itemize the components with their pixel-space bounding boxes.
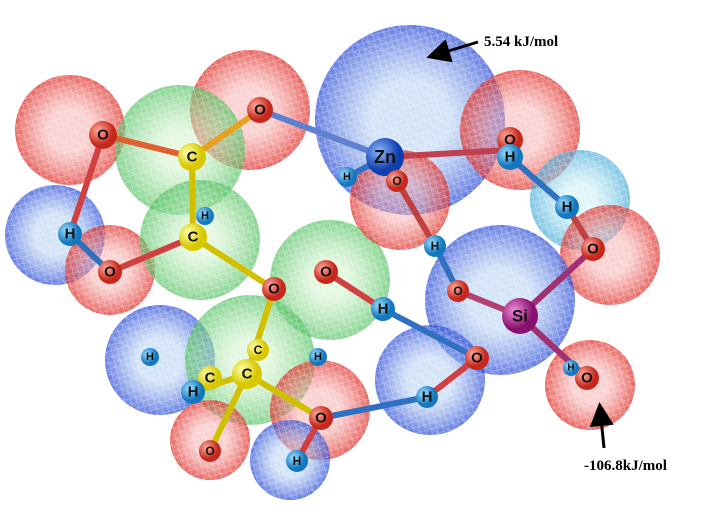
atom: C	[178, 143, 206, 171]
atom: H	[497, 144, 523, 170]
atom: H	[309, 348, 327, 366]
atom: O	[465, 346, 489, 370]
atom: O	[314, 260, 338, 284]
atom: O	[309, 406, 333, 430]
atom-label: O	[254, 102, 266, 119]
annotation-arrow	[589, 402, 614, 449]
atom-label: O	[315, 410, 327, 427]
atom-label: O	[392, 174, 401, 188]
atom: H	[416, 386, 438, 408]
atom: O	[386, 170, 408, 192]
atoms: O C O Zn O H H O O H C H O O H O Si H O …	[58, 97, 605, 472]
atom: H	[563, 360, 579, 376]
atom: O	[575, 366, 599, 390]
atom-label: H	[188, 384, 199, 401]
atom: C	[232, 359, 262, 389]
atom: H	[196, 207, 214, 225]
atom-label: C	[188, 229, 199, 246]
atom-label: C	[187, 149, 198, 166]
atom-label: H	[293, 454, 302, 468]
atom: Si	[502, 298, 538, 334]
atom: H	[424, 235, 446, 257]
atom-label: O	[581, 370, 593, 387]
atom: O	[447, 280, 469, 302]
atom: Zn	[366, 138, 404, 176]
atom-label: C	[205, 370, 216, 387]
atom: C	[247, 339, 269, 361]
atom-label: O	[587, 241, 599, 258]
atom: O	[199, 440, 221, 462]
atom-label: O	[268, 281, 280, 298]
atom: H	[58, 222, 82, 246]
atom: H	[371, 297, 395, 321]
atom: H	[141, 348, 159, 366]
atom-label: H	[431, 239, 440, 253]
atom: O	[581, 237, 605, 261]
atom-label: H	[343, 171, 351, 183]
atom-label: H	[378, 301, 389, 318]
atom-label: H	[422, 389, 433, 406]
atom: O	[89, 121, 117, 149]
atom-label: H	[314, 351, 322, 363]
atom-label: O	[504, 132, 516, 149]
atom-label: O	[104, 264, 116, 281]
atom-label: H	[65, 226, 76, 243]
atom-label: H	[146, 351, 154, 363]
atom: O	[247, 97, 273, 123]
atom-label: Si	[512, 307, 528, 326]
atom-label: O	[205, 444, 214, 458]
atom-label: H	[505, 149, 516, 166]
atom-label: O	[97, 127, 109, 144]
atom: C	[179, 223, 207, 251]
atom-label: O	[320, 264, 332, 281]
atom-label: H	[562, 199, 573, 216]
min-potential-label: -106.8kJ/mol	[584, 458, 667, 474]
atom-label: C	[254, 343, 263, 357]
annotation-arrow	[426, 39, 479, 63]
atom: H	[181, 380, 205, 404]
atom: O	[262, 277, 286, 301]
atom-label: H	[201, 210, 209, 222]
atom: H	[286, 450, 308, 472]
atom: O	[98, 260, 122, 284]
atom: C	[198, 366, 222, 390]
annotations: 5.54 kJ/mol -106.8kJ/mol	[426, 34, 667, 474]
atom-label: O	[453, 284, 462, 298]
atom-label: C	[242, 366, 253, 383]
atom-label: H	[567, 363, 574, 374]
atom-label: Zn	[374, 147, 396, 167]
atom-label: O	[471, 350, 483, 367]
atom: H	[337, 167, 357, 187]
max-potential-label: 5.54 kJ/mol	[484, 34, 558, 50]
atom: H	[555, 195, 579, 219]
